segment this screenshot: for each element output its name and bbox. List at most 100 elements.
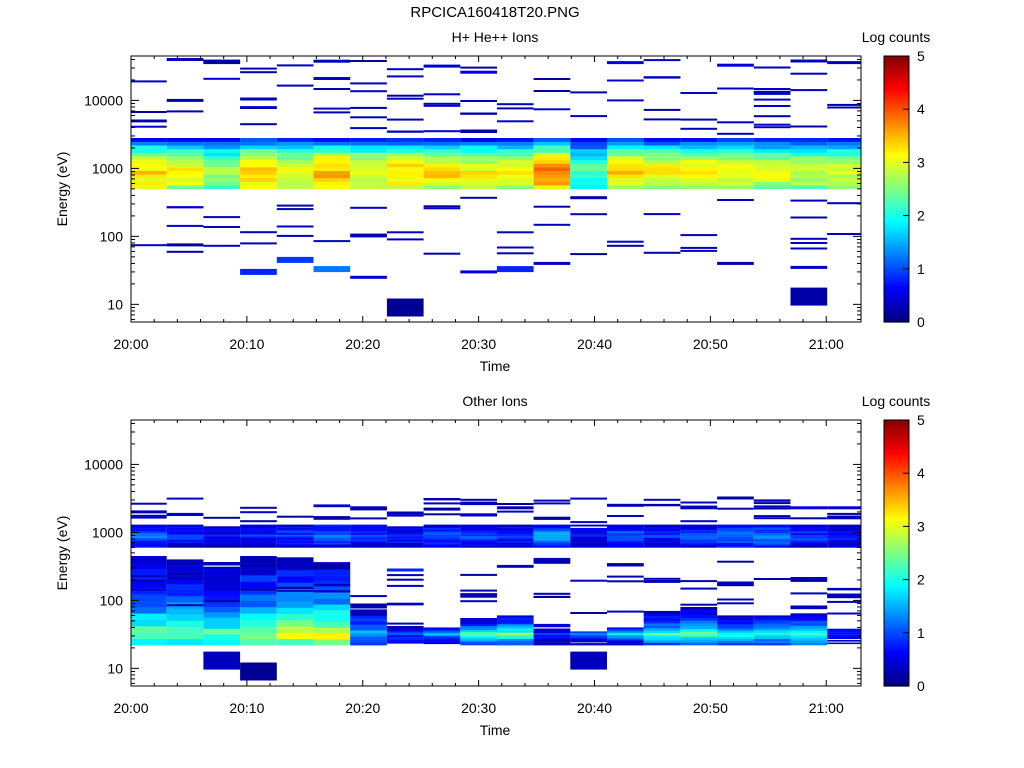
heatmap-cell	[717, 527, 754, 530]
heatmap-cell	[570, 612, 607, 614]
heatmap-cell	[680, 539, 718, 542]
heatmap-cell	[276, 544, 314, 547]
heatmap-cell	[313, 107, 351, 110]
heatmap-cell	[166, 145, 204, 150]
heatmap-cell	[423, 536, 461, 538]
heatmap-cell	[131, 613, 167, 620]
heatmap-cell	[203, 579, 241, 585]
colorbar-segment	[884, 157, 909, 161]
colorbar-segment	[884, 584, 909, 587]
colorbar-segment	[884, 304, 909, 308]
colorbar-segment	[884, 424, 909, 428]
heatmap-cell	[753, 529, 791, 532]
heatmap-cell	[423, 635, 461, 637]
x-tick-label: 20:50	[693, 336, 728, 352]
heatmap-cell	[790, 181, 828, 186]
colorbar-segment	[884, 654, 909, 658]
colorbar-segment	[884, 237, 909, 241]
heatmap-cell	[496, 534, 534, 537]
heatmap-cell	[753, 626, 791, 629]
colorbar-segment	[884, 490, 909, 494]
colorbar-segment	[884, 224, 909, 228]
heatmap-cell	[276, 145, 314, 150]
heatmap-cell	[203, 529, 241, 532]
heatmap-cell	[496, 174, 534, 179]
heatmap-cell	[203, 617, 241, 624]
colorbar-segment	[884, 293, 909, 296]
heatmap-cell	[533, 539, 571, 542]
colorbar-segment	[884, 632, 909, 636]
heatmap-cell	[460, 637, 497, 640]
heatmap-cell	[240, 242, 277, 245]
heatmap-cell	[496, 107, 534, 110]
heatmap-cell	[643, 108, 681, 111]
colorbar-segment	[884, 468, 909, 472]
colorbar-segment	[884, 89, 909, 93]
heatmap-cell	[717, 638, 754, 642]
heatmap-cell	[570, 637, 607, 639]
colorbar-segment	[884, 659, 909, 663]
heatmap-cell	[496, 178, 534, 182]
colorbar-segment	[884, 228, 909, 232]
colorbar-segment	[884, 451, 909, 454]
heatmap-cell	[313, 534, 351, 537]
heatmap-cell	[533, 640, 571, 643]
heatmap-cell	[827, 612, 861, 615]
heatmap-cell	[350, 545, 387, 548]
heatmap-cell	[790, 630, 828, 634]
colorbar-segment	[884, 537, 909, 541]
colorbar-segment	[884, 575, 909, 578]
heatmap-cell	[717, 121, 754, 124]
heatmap-cell	[166, 58, 204, 61]
heatmap-cell	[607, 148, 644, 153]
heatmap-cell	[131, 156, 167, 161]
heatmap-cell	[313, 174, 351, 179]
heatmap-cell	[570, 253, 607, 256]
heatmap-cell	[827, 600, 861, 603]
heatmap-cell	[203, 244, 241, 247]
heatmap-cell	[717, 634, 754, 637]
heatmap-cell	[460, 156, 497, 161]
colorbar-segment	[884, 448, 909, 452]
colorbar-segment	[884, 253, 909, 257]
heatmap-cell	[203, 77, 241, 80]
heatmap-cell	[643, 498, 681, 501]
heatmap-cell	[717, 632, 754, 635]
heatmap-cell	[496, 185, 534, 190]
heatmap-cell	[313, 542, 351, 545]
heatmap-cell	[533, 527, 571, 530]
heatmap-cell	[386, 94, 424, 97]
heatmap-cell	[350, 526, 387, 529]
colorbar-segment	[884, 475, 909, 479]
heatmap-cell	[166, 514, 204, 516]
heatmap-cell	[753, 542, 791, 545]
heatmap-cell	[753, 545, 791, 548]
heatmap-cell	[790, 72, 828, 75]
heatmap-cell	[240, 619, 277, 627]
heatmap-cell	[240, 545, 277, 548]
heatmap-cell	[460, 66, 497, 69]
colorbar-segment	[884, 95, 909, 99]
heatmap-cell	[643, 542, 681, 545]
heatmap-cell	[717, 496, 754, 500]
heatmap-cell	[166, 545, 204, 548]
heatmap-cell	[533, 156, 571, 161]
x-tick-label: 20:50	[693, 700, 728, 716]
heatmap-cell	[386, 526, 424, 529]
heatmap-cell	[496, 623, 534, 627]
colorbar-segment	[884, 120, 909, 124]
x-tick-label: 20:00	[113, 336, 148, 352]
colorbar-segment	[884, 588, 909, 592]
heatmap-cell	[276, 178, 314, 182]
heatmap-cell	[717, 174, 754, 179]
heatmap-cell	[827, 152, 861, 157]
heatmap-cell	[460, 621, 497, 625]
x-tick-label: 20:20	[345, 700, 380, 716]
heatmap-cell	[790, 534, 828, 537]
colorbar-segment	[884, 273, 909, 277]
heatmap-cell	[131, 527, 167, 530]
heatmap-cell	[203, 536, 241, 538]
heatmap-cell	[496, 617, 534, 620]
heatmap-cell	[790, 506, 828, 510]
heatmap-cell	[131, 181, 167, 186]
